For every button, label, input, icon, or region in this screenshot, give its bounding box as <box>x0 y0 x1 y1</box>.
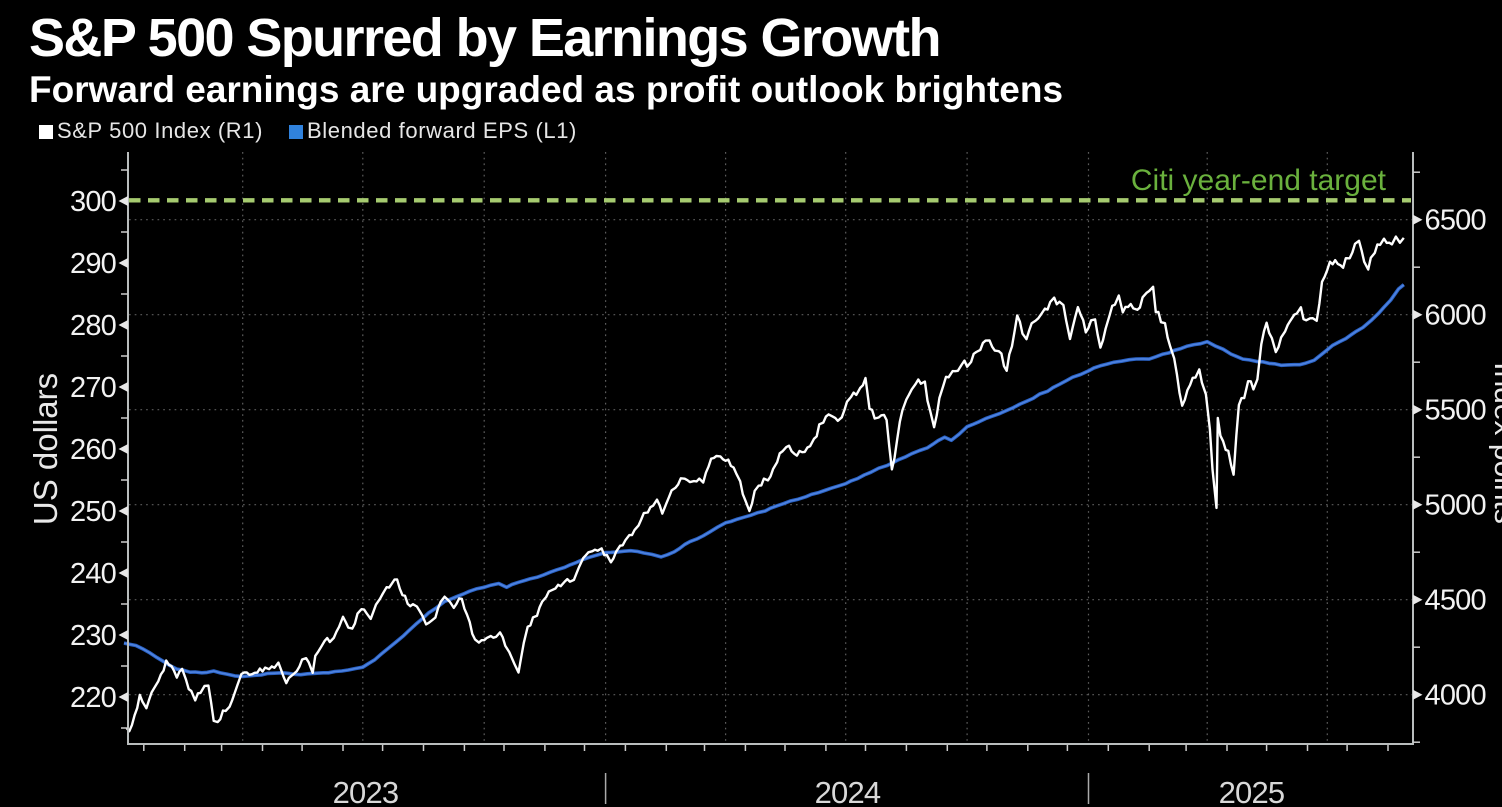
svg-text:Index points: Index points <box>1488 362 1502 524</box>
svg-text:250: 250 <box>70 496 116 528</box>
svg-text:270: 270 <box>70 372 116 404</box>
svg-text:2024: 2024 <box>815 775 881 807</box>
svg-text:4500: 4500 <box>1425 585 1486 617</box>
svg-text:6000: 6000 <box>1425 300 1486 332</box>
svg-text:290: 290 <box>70 248 116 280</box>
svg-text:2023: 2023 <box>333 775 399 807</box>
svg-text:Citi year-end target: Citi year-end target <box>1131 164 1387 197</box>
svg-text:260: 260 <box>70 434 116 466</box>
svg-text:280: 280 <box>70 310 116 342</box>
svg-text:230: 230 <box>70 620 116 652</box>
svg-text:5500: 5500 <box>1425 395 1486 427</box>
svg-text:240: 240 <box>70 558 116 590</box>
svg-text:300: 300 <box>70 186 116 218</box>
svg-text:5000: 5000 <box>1425 490 1486 522</box>
svg-text:4000: 4000 <box>1425 680 1486 712</box>
svg-text:US dollars: US dollars <box>27 373 64 525</box>
svg-text:6500: 6500 <box>1425 205 1486 237</box>
svg-text:2025: 2025 <box>1219 775 1285 807</box>
svg-text:220: 220 <box>70 682 116 714</box>
